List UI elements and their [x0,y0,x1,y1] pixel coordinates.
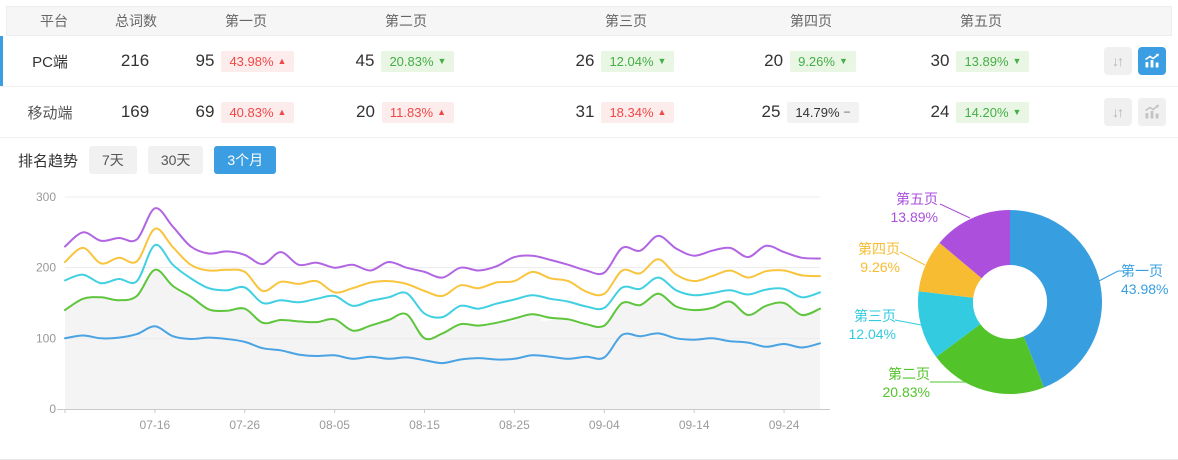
page1-change-badge: 43.98% ▲ [221,50,295,72]
page1-cell: 69 40.83% ▲ [170,101,320,123]
table-header: 平台 总词数 第一页 第二页 第三页 第四页 第五页 [6,6,1172,36]
row-actions: ↓↑ [1070,47,1178,75]
page3-cell: 31 18.34% ▲ [490,101,730,123]
page1-change-badge: 40.83% ▲ [221,101,295,123]
sort-compare-button[interactable]: ↓↑ [1104,47,1132,75]
page5-cell: 30 13.89% ▼ [890,50,1070,72]
tab-3months[interactable]: 3个月 [214,146,277,174]
page3-change-badge: 12.04% ▼ [601,50,675,72]
col-header-total: 总词数 [115,13,157,29]
page4-count: 20 [764,51,784,70]
tab-7days[interactable]: 7天 [89,146,137,174]
page4-change-badge: 14.79% − [787,101,859,123]
tab-30days[interactable]: 30天 [147,146,204,174]
page2-count: 45 [355,51,375,70]
charts-area: 0 100 200 300 07-16 07-26 08-05 08-15 08-25 09-04… [0,182,1178,452]
col-header-page2: 第二页 [385,13,427,29]
trend-arrow-icon: ▼ [1012,55,1022,66]
trend-arrow-icon: − [843,105,851,119]
trend-chart-icon [1145,53,1159,68]
sort-compare-button[interactable]: ↓↑ [1104,98,1132,126]
page5-change-badge: 14.20% ▼ [956,101,1030,123]
page3-count: 31 [575,102,595,121]
trend-arrow-icon: ▲ [437,106,446,117]
svg-text:09-14: 09-14 [679,418,710,432]
donut-label-page4: 第四页 9.26% [858,241,900,275]
platform-cell: 移动端 [27,104,73,122]
sort-arrows-icon: ↓↑ [1112,53,1124,69]
col-header-page5: 第五页 [960,13,1002,29]
svg-text:08-15: 08-15 [409,418,440,432]
show-chart-button[interactable] [1138,98,1166,126]
svg-text:07-16: 07-16 [140,418,171,432]
trend-tab-bar: 排名趋势 7天 30天 3个月 [0,138,1178,182]
col-header-page3: 第三页 [605,13,647,29]
line-chart: 0 100 200 300 07-16 07-26 08-05 08-15 08-25 09-04… [0,182,830,452]
donut-chart: 第一页 43.98% 第二页 20.83% 第三页 12.04% 第四页 9.2… [830,172,1178,452]
svg-text:100: 100 [36,331,56,345]
svg-text:300: 300 [36,190,56,204]
trend-chart-icon [1145,104,1159,119]
trend-arrow-icon: ▲ [277,106,287,117]
page4-cell: 25 14.79% − [730,101,890,123]
donut-chart-svg [894,203,1124,395]
page3-count: 26 [575,51,595,70]
donut-label-page5: 第五页 13.89% [890,191,938,225]
page4-count: 25 [761,102,781,121]
donut-label-page1: 第一页 43.98% [1121,263,1169,297]
row-actions: ↓↑ [1070,98,1178,126]
col-header-page4: 第四页 [790,13,832,29]
svg-text:09-24: 09-24 [769,418,800,432]
svg-text:200: 200 [36,261,56,275]
page2-change-badge: 20.83% ▼ [381,50,455,72]
donut-label-page2: 第二页 20.83% [882,366,930,400]
page2-cell: 45 20.83% ▼ [320,50,490,72]
trend-arrow-icon: ▲ [657,106,667,117]
show-chart-button[interactable] [1138,47,1166,75]
line-chart-svg: 0 100 200 300 07-16 07-26 08-05 08-15 08-25 09-04… [36,190,830,432]
page2-change-badge: 11.83% ▲ [381,101,454,123]
page1-count: 69 [195,102,215,121]
page2-cell: 20 11.83% ▲ [320,101,490,123]
page1-count: 95 [195,51,215,70]
page5-count: 30 [930,51,950,70]
sort-arrows-icon: ↓↑ [1112,104,1124,120]
total-words-cell: 216 [120,51,150,70]
svg-text:08-25: 08-25 [499,418,530,432]
trend-arrow-icon: ▲ [277,55,287,66]
trend-arrow-icon: ▼ [657,55,667,66]
table-row-mobile[interactable]: 移动端 169 69 40.83% ▲ 20 11.83% ▲ 31 18.34% ▲… [0,87,1178,138]
page4-change-badge: 9.26% ▼ [790,50,856,72]
svg-text:09-04: 09-04 [589,418,620,432]
page3-change-badge: 18.34% ▲ [601,101,675,123]
trend-title: 排名趋势 [18,152,79,170]
svg-text:0: 0 [49,402,56,416]
trend-arrow-icon: ▼ [1012,106,1022,117]
keyword-rank-widget: 平台 总词数 第一页 第二页 第三页 第四页 第五页 PC端 216 95 43… [0,6,1178,460]
svg-text:爱站网: 爱站网 [394,270,562,328]
col-header-platform: 平台 [40,13,68,29]
table-row-pc[interactable]: PC端 216 95 43.98% ▲ 45 20.83% ▼ 26 12.04% ▼… [0,36,1178,87]
page4-cell: 20 9.26% ▼ [730,50,890,72]
trend-arrow-icon: ▼ [838,55,848,66]
col-header-page1: 第一页 [225,13,267,29]
platform-cell: PC端 [32,53,68,71]
page3-cell: 26 12.04% ▼ [490,50,730,72]
svg-text:08-05: 08-05 [319,418,350,432]
page2-count: 20 [356,102,375,121]
page5-cell: 24 14.20% ▼ [890,101,1070,123]
trend-arrow-icon: ▼ [437,55,447,66]
page5-count: 24 [930,102,950,121]
donut-label-page3: 第三页 12.04% [848,308,896,342]
page5-change-badge: 13.89% ▼ [956,50,1030,72]
svg-text:07-26: 07-26 [229,418,260,432]
total-words-cell: 169 [120,102,150,121]
page1-cell: 95 43.98% ▲ [170,50,320,72]
